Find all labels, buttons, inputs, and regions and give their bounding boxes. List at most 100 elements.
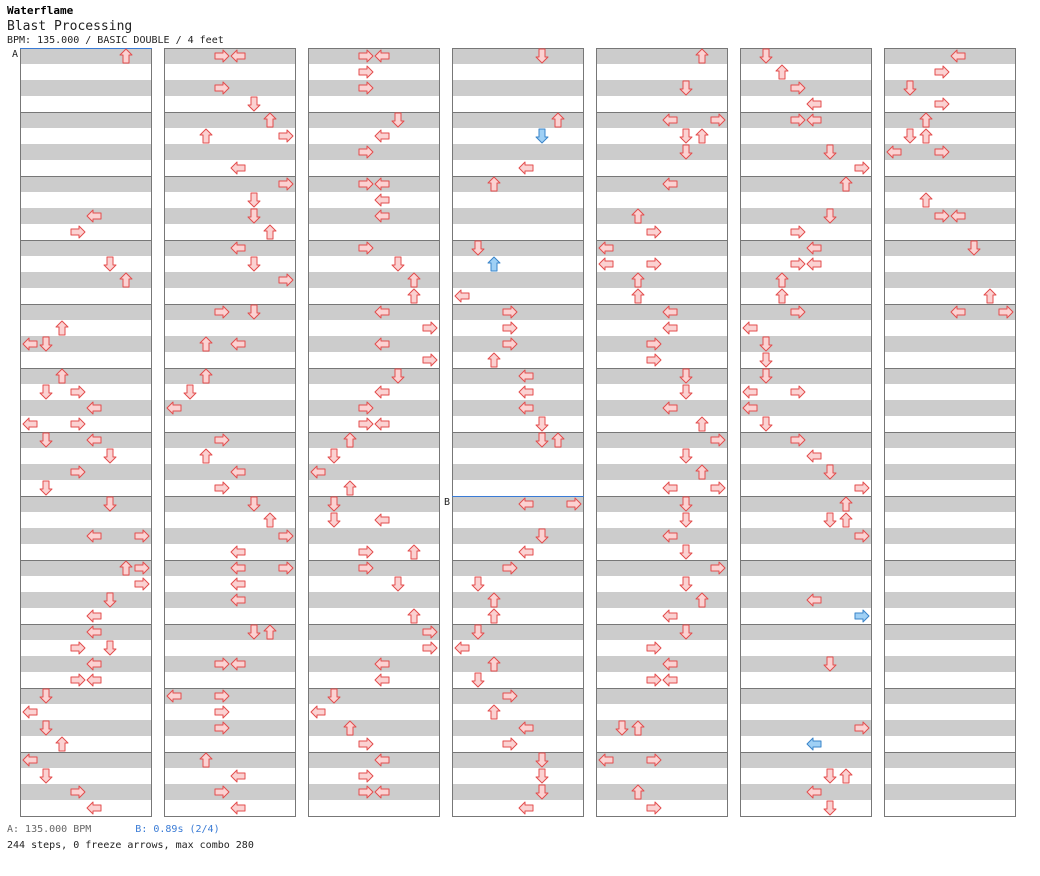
beat-stripe [596, 144, 728, 160]
beat-stripe [164, 464, 296, 480]
arrow-up-icon [199, 128, 213, 144]
arrow-down-icon [327, 496, 341, 512]
beat-stripe [452, 624, 584, 640]
beat-stripe [308, 656, 440, 672]
arrow-left-icon [230, 561, 246, 575]
arrow-down-icon [679, 544, 693, 560]
arrow-right-icon [710, 113, 726, 127]
beat-stripe [20, 304, 152, 320]
beat-stripe [164, 656, 296, 672]
arrow-right-icon [70, 673, 86, 687]
beat-stripe [20, 144, 152, 160]
arrow-down-icon [759, 368, 773, 384]
arrow-left-icon [374, 785, 390, 799]
arrow-left-icon [374, 657, 390, 671]
step-stats: 244 steps, 0 freeze arrows, max combo 28… [7, 840, 254, 851]
arrow-down-icon [679, 496, 693, 512]
beat-stripe [452, 80, 584, 96]
arrow-right-icon [854, 481, 870, 495]
arrow-left-icon [454, 289, 470, 303]
beat-stripe [740, 176, 872, 192]
arrow-right-icon [278, 529, 294, 543]
arrow-down-icon [391, 576, 405, 592]
arrow-right-icon [278, 177, 294, 191]
arrow-right-icon [358, 145, 374, 159]
arrow-right-icon [214, 721, 230, 735]
arrow-up-icon [695, 464, 709, 480]
beat-stripe [884, 240, 1016, 256]
arrow-up-icon [199, 752, 213, 768]
arrow-up-icon [487, 608, 501, 624]
beat-stripe [164, 400, 296, 416]
beat-stripe [740, 240, 872, 256]
beat-stripe [884, 368, 1016, 384]
arrow-up-icon [487, 256, 501, 272]
beat-stripe [164, 432, 296, 448]
beat-stripe [596, 304, 728, 320]
beat-stripe [452, 752, 584, 768]
arrow-left-icon [230, 577, 246, 591]
beat-stripe [452, 688, 584, 704]
arrow-right-icon [710, 481, 726, 495]
arrow-up-icon [407, 544, 421, 560]
arrow-left-icon [230, 657, 246, 671]
arrow-right-icon [646, 225, 662, 239]
beat-stripe [20, 592, 152, 608]
arrow-left-icon [806, 113, 822, 127]
beat-stripe [452, 112, 584, 128]
beat-stripe [20, 112, 152, 128]
arrow-up-icon [263, 624, 277, 640]
beat-stripe [20, 368, 152, 384]
arrow-right-icon [646, 641, 662, 655]
arrow-right-icon [790, 305, 806, 319]
marker-label: B [444, 497, 450, 508]
arrow-up-icon [631, 784, 645, 800]
arrow-left-icon [374, 177, 390, 191]
arrow-right-icon [70, 465, 86, 479]
arrow-right-icon [790, 385, 806, 399]
arrow-down-icon [391, 368, 405, 384]
beat-stripe [596, 720, 728, 736]
arrow-down-icon [535, 48, 549, 64]
arrow-left-icon [22, 753, 38, 767]
arrow-down-icon [535, 432, 549, 448]
arrow-right-icon [214, 433, 230, 447]
arrow-down-icon [183, 384, 197, 400]
beat-stripe [164, 144, 296, 160]
arrow-up-icon [55, 368, 69, 384]
arrow-up-icon [487, 352, 501, 368]
arrow-down-icon [39, 720, 53, 736]
beat-stripe [20, 528, 152, 544]
arrow-right-icon [502, 737, 518, 751]
beat-stripe [740, 112, 872, 128]
arrow-left-icon [86, 609, 102, 623]
beat-stripe [452, 144, 584, 160]
arrow-right-icon [278, 273, 294, 287]
beat-stripe [596, 784, 728, 800]
arrow-left-icon [662, 673, 678, 687]
beat-stripe [20, 240, 152, 256]
arrow-down-icon [759, 416, 773, 432]
beat-stripe [740, 80, 872, 96]
chart-column [884, 48, 1016, 817]
beat-stripe [164, 688, 296, 704]
arrow-down-icon [247, 304, 261, 320]
arrow-left-icon [310, 705, 326, 719]
arrow-up-icon [695, 128, 709, 144]
arrow-left-icon [518, 161, 534, 175]
arrow-right-icon [422, 321, 438, 335]
arrow-up-icon [407, 608, 421, 624]
beat-stripe [164, 336, 296, 352]
arrow-down-icon [535, 768, 549, 784]
beat-stripe [740, 400, 872, 416]
beat-stripe [740, 592, 872, 608]
arrow-down-icon [247, 192, 261, 208]
arrow-down-icon [679, 384, 693, 400]
arrow-right-icon [646, 673, 662, 687]
beat-stripe [164, 240, 296, 256]
arrow-left-icon [86, 401, 102, 415]
arrow-left-icon [806, 737, 822, 751]
arrow-right-icon [646, 801, 662, 815]
arrow-left-icon [950, 209, 966, 223]
beat-stripe [164, 272, 296, 288]
